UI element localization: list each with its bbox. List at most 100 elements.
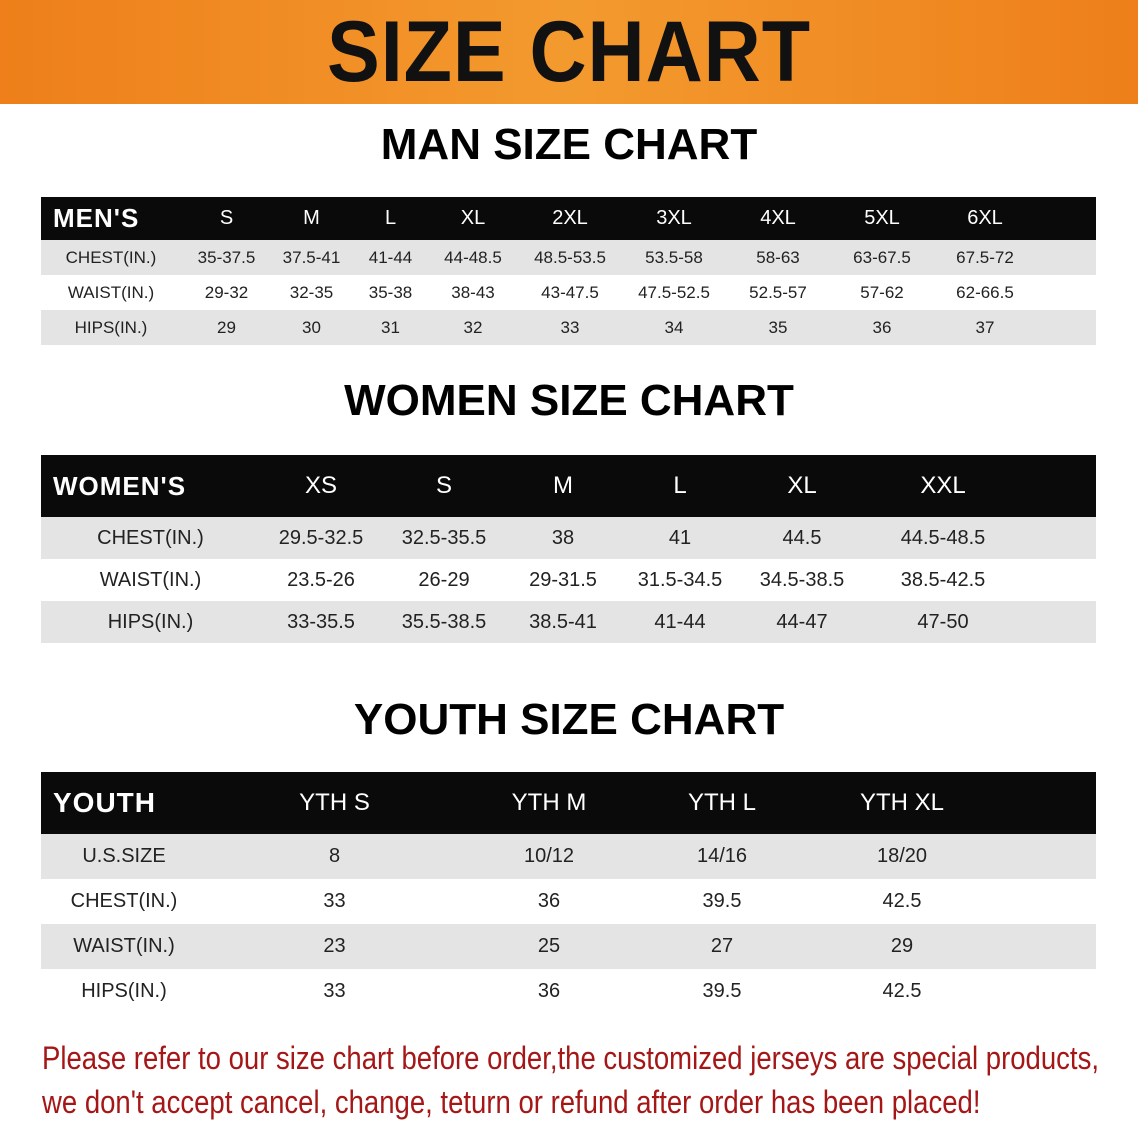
row-label: MEN'S [53, 203, 140, 233]
table-cell: 31 [381, 317, 400, 337]
table-cell: YTH S [299, 789, 370, 816]
table-cell: 14/16 [696, 845, 748, 867]
table-cell: S [219, 207, 234, 229]
table-cell: 38.5-42.5 [900, 568, 986, 591]
men-title: MAN SIZE CHART [380, 120, 758, 169]
table-cell: 44-47 [776, 610, 828, 633]
row-label: U.S.SIZE [82, 845, 166, 867]
table-row: CHEST(IN.) 29.5-32.5 32.5-35.5 38 41 44.5 44.5… [41, 517, 1096, 559]
notice-line-1: Please refer to our size chart before or… [42, 1040, 1099, 1076]
banner-title: SIZE CHART [327, 3, 811, 100]
notice-line-2: we don't accept cancel, change, teturn o… [42, 1084, 981, 1120]
table-cell: 42.5 [882, 890, 922, 912]
table-cell: 57-62 [860, 282, 904, 302]
table-cell: 53.5-58 [645, 247, 703, 267]
table-row: CHEST(IN.) 33 36 39.5 42.5 [41, 879, 1096, 924]
table-cell: 29 [217, 317, 236, 337]
women-title: WOMEN SIZE CHART [344, 376, 794, 425]
table-cell: L [384, 207, 397, 229]
row-label: CHEST(IN.) [70, 890, 178, 912]
table-cell: M [303, 207, 320, 229]
table-cell: 23.5-26 [287, 568, 355, 591]
table-cell: 47.5-52.5 [638, 282, 710, 302]
table-cell: 39.5 [702, 980, 742, 1002]
table-cell: 34.5-38.5 [759, 568, 845, 591]
youth-title: YOUTH SIZE CHART [353, 695, 785, 744]
table-cell: 5XL [864, 207, 900, 229]
row-label: HIPS(IN.) [81, 980, 167, 1002]
table-cell: 33-35.5 [287, 610, 355, 633]
table-cell: 33 [560, 317, 580, 337]
table-row: HIPS(IN.) 33-35.5 35.5-38.5 38.5-41 41-44 44-… [41, 601, 1096, 643]
row-label: YOUTH [53, 787, 156, 818]
table-cell: 36 [537, 890, 561, 912]
table-cell: 41-44 [368, 247, 413, 267]
table-cell: XL [787, 472, 817, 499]
table-cell: 6XL [967, 207, 1003, 229]
table-cell: 38.5-41 [529, 610, 597, 633]
table-cell: 32 [463, 317, 483, 337]
table-cell: 29-32 [204, 282, 249, 302]
banner: SIZE CHART [0, 0, 1138, 104]
table-cell: 29.5-32.5 [278, 526, 364, 549]
table-cell: 10/12 [523, 845, 575, 867]
table-cell: 67.5-72 [956, 247, 1014, 267]
row-label: HIPS(IN.) [107, 610, 194, 633]
table-cell: 35-37.5 [197, 247, 256, 267]
table-cell: 8 [328, 845, 341, 867]
table-cell: 44-48.5 [444, 247, 502, 267]
table-cell: XS [304, 472, 337, 499]
row-label: WOMEN'S [53, 470, 187, 501]
table-cell: 35.5-38.5 [401, 610, 487, 633]
table-cell: 26-29 [418, 568, 470, 591]
table-cell: 33 [323, 890, 346, 912]
table-cell: 32.5-35.5 [401, 526, 487, 549]
table-cell: 44.5-48.5 [900, 526, 986, 549]
row-label: CHEST(IN.) [97, 526, 204, 549]
row-label: CHEST(IN.) [65, 247, 157, 267]
row-label: WAIST(IN.) [67, 282, 155, 302]
table-cell: 23 [323, 935, 346, 957]
table-cell: 38 [551, 526, 575, 549]
table-cell: 41-44 [654, 610, 706, 633]
header-row: YOUTH YTH S YTH M YTH L YTH XL [41, 772, 1096, 834]
row-label: HIPS(IN.) [74, 317, 148, 337]
row-label: WAIST(IN.) [73, 935, 175, 957]
men-size-table: MEN'S S M L XL 2XL 3XL 4XL 5XL 6XL CHEST(IN.) 35-37… [41, 197, 1096, 345]
table-cell: 38-43 [451, 282, 495, 302]
table-cell: 3XL [656, 207, 692, 229]
table-cell: 47-50 [917, 610, 969, 633]
women-size-table: WOMEN'S XS S M L XL XXL CHEST(IN.) 29.5-32.5 32.5… [41, 455, 1096, 643]
table-cell: 18/20 [876, 845, 928, 867]
header-row: MEN'S S M L XL 2XL 3XL 4XL 5XL 6XL [41, 197, 1096, 240]
table-cell: XL [460, 207, 486, 229]
table-cell: 27 [710, 935, 734, 957]
table-cell: 37.5-41 [282, 247, 341, 267]
table-cell: 34 [664, 317, 684, 337]
table-cell: 63-67.5 [853, 247, 911, 267]
header-row: WOMEN'S XS S M L XL XXL [41, 455, 1096, 517]
notice: Please refer to our size chart before or… [42, 1036, 1099, 1124]
table-row: CHEST(IN.) 35-37.5 37.5-41 41-44 44-48.5 48.5… [41, 240, 1096, 275]
table-cell: 39.5 [702, 890, 742, 912]
table-cell: 32-35 [289, 282, 334, 302]
table-row: HIPS(IN.) 33 36 39.5 42.5 [41, 969, 1096, 1014]
table-cell: 2XL [552, 207, 588, 229]
table-cell: YTH XL [859, 789, 945, 816]
table-cell: 42.5 [882, 980, 922, 1002]
table-cell: 35-38 [368, 282, 413, 302]
table-row: WAIST(IN.) 23 25 27 29 [41, 924, 1096, 969]
table-cell: 62-66.5 [956, 282, 1014, 302]
table-cell: 44.5 [782, 526, 822, 549]
table-cell: 4XL [760, 207, 796, 229]
row-label: WAIST(IN.) [99, 568, 202, 591]
youth-size-table: YOUTH YTH S YTH M YTH L YTH XL U.S.SIZE 8 10/12… [41, 772, 1096, 1014]
table-row: WAIST(IN.) 23.5-26 26-29 29-31.5 31.5-34.5 34… [41, 559, 1096, 601]
table-cell: 58-63 [756, 247, 800, 267]
table-cell: 36 [537, 980, 561, 1002]
table-cell: M [553, 472, 573, 499]
table-cell: 30 [302, 317, 321, 337]
table-cell: YTH L [687, 789, 756, 816]
table-cell: 29-31.5 [529, 568, 597, 591]
table-cell: 33 [323, 980, 346, 1002]
